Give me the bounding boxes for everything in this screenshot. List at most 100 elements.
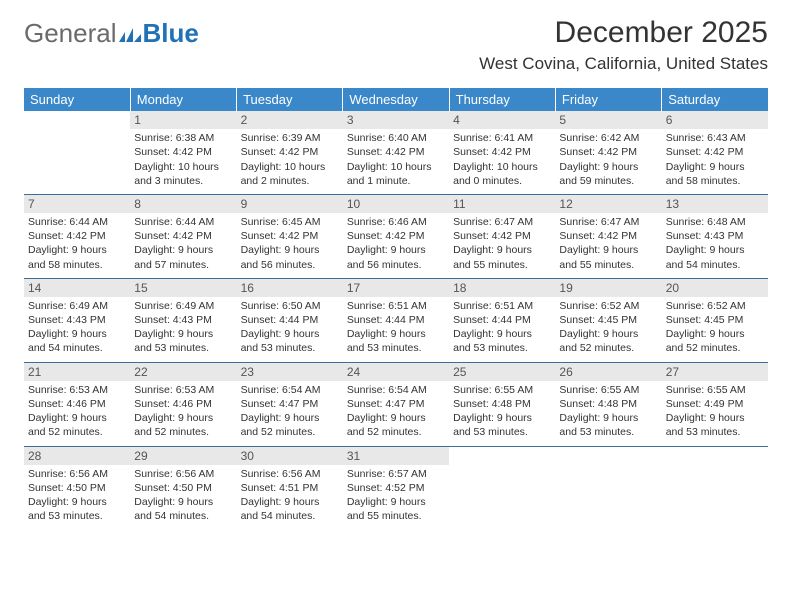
page-title: December 2025 <box>479 16 768 50</box>
calendar-cell: 20Sunrise: 6:52 AMSunset: 4:45 PMDayligh… <box>662 278 768 362</box>
sunrise-text: Sunrise: 6:55 AM <box>666 383 764 397</box>
weekday-header: Sunday <box>24 88 130 111</box>
calendar-cell: 19Sunrise: 6:52 AMSunset: 4:45 PMDayligh… <box>555 278 661 362</box>
sunset-text: Sunset: 4:43 PM <box>666 229 764 243</box>
daylight-text: and 0 minutes. <box>453 174 551 188</box>
daylight-text: Daylight: 9 hours <box>28 411 126 425</box>
sunrise-text: Sunrise: 6:41 AM <box>453 131 551 145</box>
sunrise-text: Sunrise: 6:40 AM <box>347 131 445 145</box>
day-number: 4 <box>449 111 555 129</box>
sunset-text: Sunset: 4:44 PM <box>347 313 445 327</box>
calendar-cell: 25Sunrise: 6:55 AMSunset: 4:48 PMDayligh… <box>449 362 555 446</box>
sunset-text: Sunset: 4:42 PM <box>241 145 339 159</box>
sunrise-text: Sunrise: 6:55 AM <box>559 383 657 397</box>
calendar-cell: 6Sunrise: 6:43 AMSunset: 4:42 PMDaylight… <box>662 111 768 194</box>
daylight-text: Daylight: 9 hours <box>666 243 764 257</box>
location-text: West Covina, California, United States <box>479 54 768 74</box>
daylight-text: and 53 minutes. <box>28 509 126 523</box>
header: December 2025 West Covina, California, U… <box>479 16 768 74</box>
calendar-cell: 5Sunrise: 6:42 AMSunset: 4:42 PMDaylight… <box>555 111 661 194</box>
sunrise-text: Sunrise: 6:49 AM <box>134 299 232 313</box>
sunset-text: Sunset: 4:42 PM <box>347 229 445 243</box>
daylight-text: and 53 minutes. <box>453 425 551 439</box>
daylight-text: and 1 minute. <box>347 174 445 188</box>
sunset-text: Sunset: 4:42 PM <box>28 229 126 243</box>
daylight-text: and 55 minutes. <box>347 509 445 523</box>
daylight-text: and 54 minutes. <box>241 509 339 523</box>
calendar-cell: 29Sunrise: 6:56 AMSunset: 4:50 PMDayligh… <box>130 446 236 529</box>
calendar-table: Sunday Monday Tuesday Wednesday Thursday… <box>24 88 768 529</box>
daylight-text: Daylight: 9 hours <box>134 411 232 425</box>
calendar-cell: 4Sunrise: 6:41 AMSunset: 4:42 PMDaylight… <box>449 111 555 194</box>
day-number: 31 <box>343 447 449 465</box>
sunset-text: Sunset: 4:42 PM <box>559 229 657 243</box>
daylight-text: and 56 minutes. <box>241 258 339 272</box>
daylight-text: Daylight: 9 hours <box>347 411 445 425</box>
daylight-text: and 53 minutes. <box>453 341 551 355</box>
sunset-text: Sunset: 4:43 PM <box>134 313 232 327</box>
sunset-text: Sunset: 4:42 PM <box>347 145 445 159</box>
sunset-text: Sunset: 4:47 PM <box>241 397 339 411</box>
sunrise-text: Sunrise: 6:47 AM <box>559 215 657 229</box>
sunrise-text: Sunrise: 6:54 AM <box>347 383 445 397</box>
sunrise-text: Sunrise: 6:48 AM <box>666 215 764 229</box>
daylight-text: Daylight: 10 hours <box>453 160 551 174</box>
sunrise-text: Sunrise: 6:45 AM <box>241 215 339 229</box>
daylight-text: and 58 minutes. <box>666 174 764 188</box>
calendar-cell: 17Sunrise: 6:51 AMSunset: 4:44 PMDayligh… <box>343 278 449 362</box>
sunset-text: Sunset: 4:49 PM <box>666 397 764 411</box>
sunrise-text: Sunrise: 6:53 AM <box>28 383 126 397</box>
sunrise-text: Sunrise: 6:44 AM <box>28 215 126 229</box>
daylight-text: Daylight: 9 hours <box>28 327 126 341</box>
calendar-cell: 18Sunrise: 6:51 AMSunset: 4:44 PMDayligh… <box>449 278 555 362</box>
calendar-cell: 13Sunrise: 6:48 AMSunset: 4:43 PMDayligh… <box>662 194 768 278</box>
day-number: 5 <box>555 111 661 129</box>
calendar-cell: 1Sunrise: 6:38 AMSunset: 4:42 PMDaylight… <box>130 111 236 194</box>
day-number: 8 <box>130 195 236 213</box>
weekday-header: Thursday <box>449 88 555 111</box>
daylight-text: Daylight: 9 hours <box>347 243 445 257</box>
daylight-text: and 52 minutes. <box>666 341 764 355</box>
weekday-header: Monday <box>130 88 236 111</box>
daylight-text: and 58 minutes. <box>28 258 126 272</box>
day-number: 1 <box>130 111 236 129</box>
daylight-text: Daylight: 9 hours <box>559 243 657 257</box>
sunrise-text: Sunrise: 6:39 AM <box>241 131 339 145</box>
sunrise-text: Sunrise: 6:49 AM <box>28 299 126 313</box>
day-number: 19 <box>555 279 661 297</box>
calendar-cell: 2Sunrise: 6:39 AMSunset: 4:42 PMDaylight… <box>237 111 343 194</box>
calendar-cell: 16Sunrise: 6:50 AMSunset: 4:44 PMDayligh… <box>237 278 343 362</box>
daylight-text: and 53 minutes. <box>666 425 764 439</box>
calendar-cell: 28Sunrise: 6:56 AMSunset: 4:50 PMDayligh… <box>24 446 130 529</box>
calendar-row: 1Sunrise: 6:38 AMSunset: 4:42 PMDaylight… <box>24 111 768 194</box>
calendar-cell: 11Sunrise: 6:47 AMSunset: 4:42 PMDayligh… <box>449 194 555 278</box>
daylight-text: and 53 minutes. <box>241 341 339 355</box>
daylight-text: Daylight: 9 hours <box>559 327 657 341</box>
sunset-text: Sunset: 4:44 PM <box>241 313 339 327</box>
logo: General Blue <box>24 18 199 49</box>
logo-text-blue: Blue <box>143 18 199 49</box>
calendar-cell: 26Sunrise: 6:55 AMSunset: 4:48 PMDayligh… <box>555 362 661 446</box>
weekday-header-row: Sunday Monday Tuesday Wednesday Thursday… <box>24 88 768 111</box>
day-number: 27 <box>662 363 768 381</box>
daylight-text: Daylight: 9 hours <box>453 327 551 341</box>
logo-text-general: General <box>24 18 117 49</box>
sunset-text: Sunset: 4:42 PM <box>453 229 551 243</box>
sunrise-text: Sunrise: 6:55 AM <box>453 383 551 397</box>
daylight-text: Daylight: 9 hours <box>347 327 445 341</box>
weekday-header: Wednesday <box>343 88 449 111</box>
sunrise-text: Sunrise: 6:56 AM <box>134 467 232 481</box>
day-number: 28 <box>24 447 130 465</box>
daylight-text: Daylight: 9 hours <box>134 495 232 509</box>
daylight-text: Daylight: 9 hours <box>453 411 551 425</box>
day-number: 10 <box>343 195 449 213</box>
daylight-text: and 52 minutes. <box>559 341 657 355</box>
day-number: 25 <box>449 363 555 381</box>
daylight-text: and 54 minutes. <box>134 509 232 523</box>
day-number: 12 <box>555 195 661 213</box>
day-number: 22 <box>130 363 236 381</box>
calendar-cell <box>662 446 768 529</box>
sunset-text: Sunset: 4:42 PM <box>559 145 657 159</box>
daylight-text: and 2 minutes. <box>241 174 339 188</box>
sunrise-text: Sunrise: 6:46 AM <box>347 215 445 229</box>
